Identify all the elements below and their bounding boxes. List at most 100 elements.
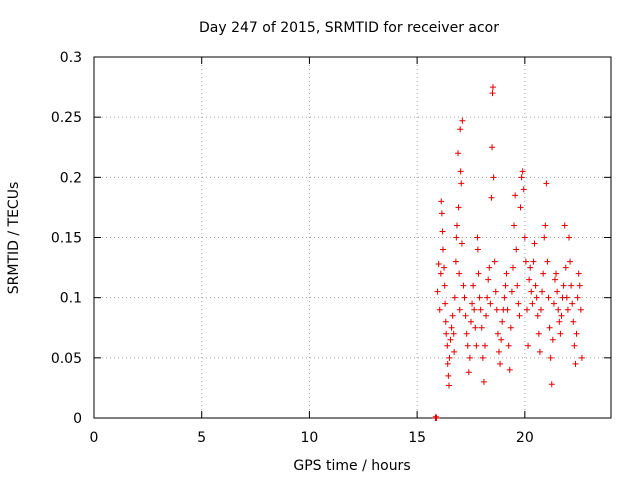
grid-lines	[94, 57, 611, 418]
data-point	[546, 324, 553, 331]
data-point	[515, 300, 522, 307]
data-point	[490, 174, 497, 181]
data-point	[458, 240, 465, 247]
chart-title: Day 247 of 2015, SRMTID for receiver aco…	[199, 20, 499, 36]
data-point	[502, 282, 509, 289]
data-point	[497, 360, 504, 367]
data-point	[551, 276, 558, 283]
data-point	[571, 342, 578, 349]
data-point	[563, 294, 570, 301]
data-point	[458, 180, 465, 187]
data-point	[489, 84, 496, 91]
data-point	[446, 354, 453, 361]
data-point	[575, 270, 582, 277]
data-point	[452, 258, 459, 265]
data-point	[523, 306, 530, 313]
data-point	[476, 294, 483, 301]
data-point	[520, 186, 527, 193]
data-point	[469, 300, 476, 307]
data-point	[455, 150, 462, 157]
data-point	[549, 336, 556, 343]
data-point	[561, 222, 568, 229]
data-point	[456, 306, 463, 313]
data-point	[465, 369, 472, 376]
axis-ticks	[93, 56, 611, 419]
data-point	[564, 306, 571, 313]
data-point	[569, 300, 576, 307]
data-point	[543, 180, 550, 187]
data-point	[548, 381, 555, 388]
data-point	[541, 234, 548, 241]
data-point	[457, 168, 464, 175]
data-point	[542, 222, 549, 229]
x-tick-label: 20	[516, 430, 534, 446]
data-point	[453, 234, 460, 241]
data-point	[512, 192, 519, 199]
data-point	[567, 258, 574, 265]
data-point	[460, 282, 467, 289]
data-point	[577, 306, 584, 313]
data-point	[443, 330, 450, 337]
data-point	[565, 234, 572, 241]
data-point	[508, 288, 515, 295]
data-point	[461, 294, 468, 301]
x-tick-label: 15	[408, 430, 426, 446]
x-axis-label: GPS time / hours	[293, 458, 410, 474]
data-point	[442, 300, 449, 307]
data-point	[555, 306, 562, 313]
data-point	[536, 348, 543, 355]
data-point	[477, 306, 484, 313]
data-point	[498, 336, 505, 343]
data-point	[560, 282, 567, 289]
data-point	[466, 354, 473, 361]
data-point	[507, 324, 514, 331]
data-point	[451, 348, 458, 355]
data-point	[434, 288, 441, 295]
data-point	[441, 282, 448, 289]
data-point	[578, 354, 585, 361]
data-point	[444, 342, 451, 349]
data-point	[455, 204, 462, 211]
data-point	[527, 264, 534, 271]
data-point	[435, 260, 442, 267]
x-tick-label: 0	[90, 430, 99, 446]
data-point	[471, 306, 478, 313]
data-point	[479, 354, 486, 361]
data-point	[516, 312, 523, 319]
x-tick-label: 5	[197, 430, 206, 446]
data-point	[556, 318, 563, 325]
data-point	[448, 324, 455, 331]
data-point	[537, 306, 544, 313]
data-point	[493, 306, 500, 313]
data-point	[530, 258, 537, 265]
data-point	[439, 228, 446, 235]
data-point	[438, 210, 445, 217]
data-point	[539, 288, 546, 295]
data-point	[432, 413, 439, 420]
data-point	[562, 264, 569, 271]
y-tick-label: 0.2	[60, 170, 82, 186]
data-point	[446, 382, 453, 389]
y-tick-label: 0.05	[51, 351, 82, 367]
data-point	[572, 360, 579, 367]
data-point	[492, 288, 499, 295]
data-point	[550, 300, 557, 307]
data-point	[568, 282, 575, 289]
data-point	[450, 330, 457, 337]
data-point	[480, 378, 487, 385]
data-point	[576, 282, 583, 289]
data-point	[472, 324, 479, 331]
data-point	[488, 194, 495, 201]
data-point	[525, 342, 532, 349]
data-point	[574, 294, 581, 301]
data-point	[457, 126, 464, 133]
data-point	[554, 288, 561, 295]
data-point	[522, 258, 529, 265]
data-point	[437, 270, 444, 277]
data-point	[519, 168, 526, 175]
data-point	[529, 300, 536, 307]
x-tick-labels: 0 5 10 15 20	[90, 430, 534, 446]
data-point	[491, 258, 498, 265]
data-point	[504, 306, 511, 313]
